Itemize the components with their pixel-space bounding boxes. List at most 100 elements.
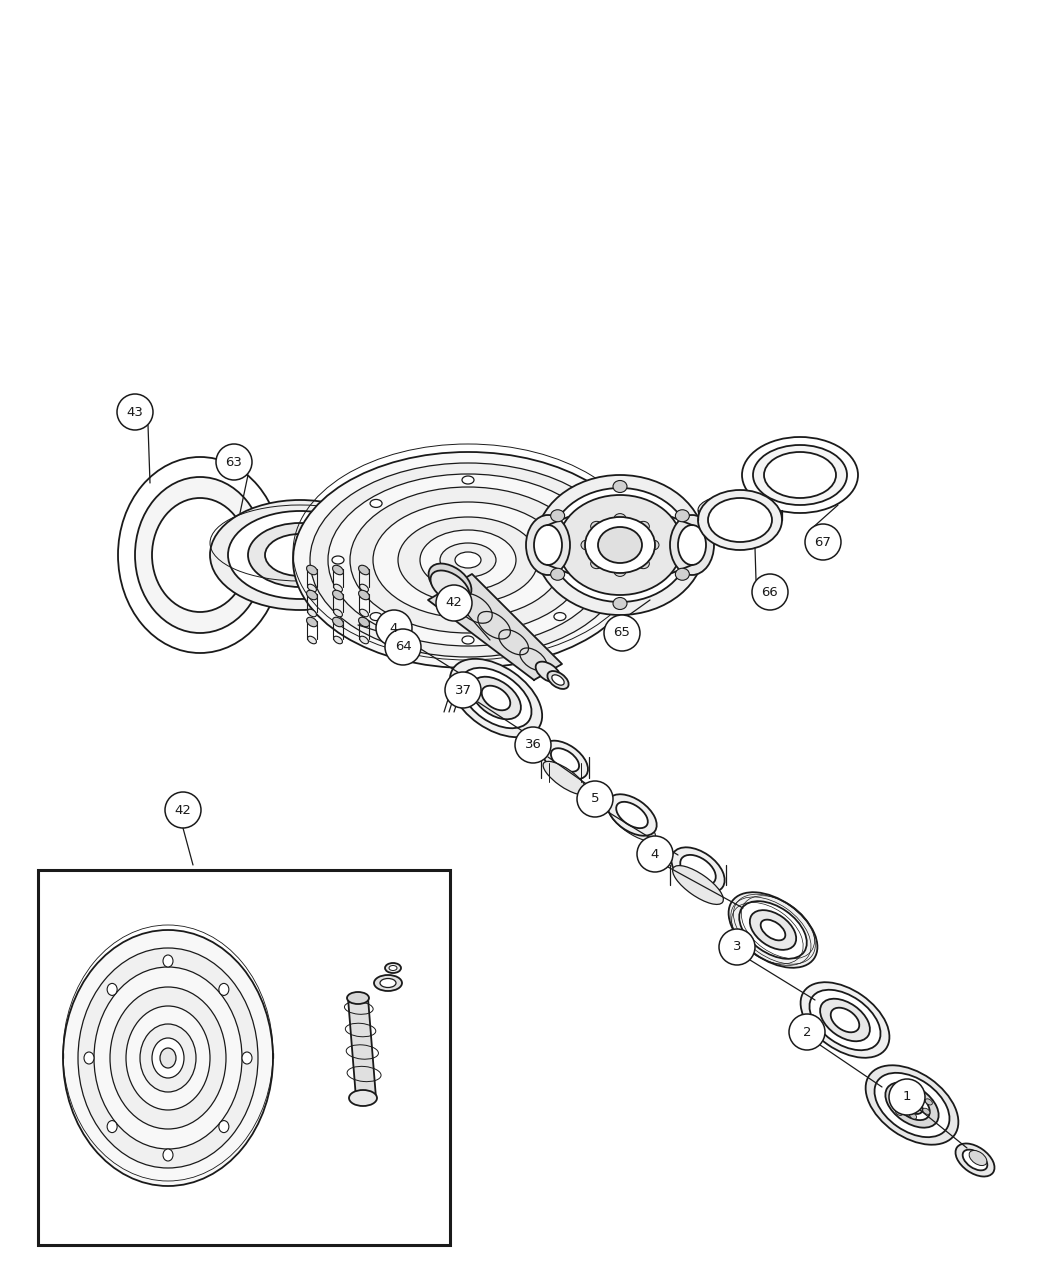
Ellipse shape xyxy=(900,1093,907,1099)
Ellipse shape xyxy=(359,590,370,599)
Ellipse shape xyxy=(388,965,397,970)
Ellipse shape xyxy=(307,617,317,627)
Ellipse shape xyxy=(359,636,369,644)
Ellipse shape xyxy=(750,910,796,950)
Circle shape xyxy=(578,782,613,817)
Polygon shape xyxy=(672,516,692,572)
Ellipse shape xyxy=(94,966,242,1149)
Ellipse shape xyxy=(921,1109,939,1125)
Ellipse shape xyxy=(359,566,369,574)
Ellipse shape xyxy=(334,592,342,599)
Polygon shape xyxy=(348,998,376,1098)
Ellipse shape xyxy=(698,490,782,550)
Circle shape xyxy=(637,836,673,872)
Text: 42: 42 xyxy=(174,803,191,816)
Ellipse shape xyxy=(637,521,649,532)
Text: 43: 43 xyxy=(127,405,144,418)
Text: 63: 63 xyxy=(226,455,243,468)
Ellipse shape xyxy=(760,919,785,941)
Ellipse shape xyxy=(891,1100,899,1107)
Ellipse shape xyxy=(449,659,542,737)
Ellipse shape xyxy=(739,901,806,959)
Ellipse shape xyxy=(914,1103,946,1131)
Ellipse shape xyxy=(152,499,248,612)
Ellipse shape xyxy=(110,987,226,1128)
Ellipse shape xyxy=(420,530,516,590)
Circle shape xyxy=(604,615,640,652)
Circle shape xyxy=(216,444,252,479)
Ellipse shape xyxy=(308,618,316,626)
Ellipse shape xyxy=(820,998,869,1042)
Ellipse shape xyxy=(925,1099,932,1105)
Ellipse shape xyxy=(346,992,369,1003)
Ellipse shape xyxy=(385,963,401,973)
Circle shape xyxy=(385,629,421,666)
Text: 3: 3 xyxy=(733,941,741,954)
Ellipse shape xyxy=(963,1150,987,1170)
Circle shape xyxy=(789,1014,825,1051)
Ellipse shape xyxy=(310,463,626,657)
Ellipse shape xyxy=(332,556,344,564)
Ellipse shape xyxy=(374,975,402,991)
Circle shape xyxy=(805,524,841,560)
Ellipse shape xyxy=(552,674,564,685)
Ellipse shape xyxy=(160,1048,176,1068)
Ellipse shape xyxy=(135,477,265,632)
Ellipse shape xyxy=(359,592,369,599)
Ellipse shape xyxy=(915,1091,922,1098)
Text: 4: 4 xyxy=(651,848,659,861)
Ellipse shape xyxy=(308,592,316,599)
Bar xyxy=(38,870,450,1244)
Ellipse shape xyxy=(242,1052,252,1065)
Ellipse shape xyxy=(753,445,847,505)
Ellipse shape xyxy=(923,1108,930,1114)
Ellipse shape xyxy=(308,609,316,617)
Ellipse shape xyxy=(334,566,342,574)
Text: 4: 4 xyxy=(390,621,398,635)
Ellipse shape xyxy=(462,476,474,484)
Ellipse shape xyxy=(581,541,593,550)
Ellipse shape xyxy=(637,558,649,569)
Ellipse shape xyxy=(607,794,656,835)
Ellipse shape xyxy=(956,1144,994,1177)
Ellipse shape xyxy=(359,565,370,575)
Text: 1: 1 xyxy=(903,1090,911,1103)
Ellipse shape xyxy=(614,566,626,576)
Ellipse shape xyxy=(698,493,782,527)
Ellipse shape xyxy=(218,1121,229,1132)
Ellipse shape xyxy=(228,511,372,599)
Ellipse shape xyxy=(308,566,316,574)
Ellipse shape xyxy=(78,949,258,1168)
Ellipse shape xyxy=(455,552,481,567)
Ellipse shape xyxy=(678,525,706,565)
Circle shape xyxy=(376,609,412,646)
Circle shape xyxy=(117,394,153,430)
Ellipse shape xyxy=(670,515,714,575)
Ellipse shape xyxy=(543,761,587,794)
Ellipse shape xyxy=(680,856,716,885)
Ellipse shape xyxy=(359,617,370,627)
Ellipse shape xyxy=(598,527,642,564)
Ellipse shape xyxy=(218,983,229,996)
Ellipse shape xyxy=(359,584,369,592)
Ellipse shape xyxy=(810,989,881,1051)
Ellipse shape xyxy=(895,1090,929,1121)
Ellipse shape xyxy=(614,514,626,524)
Ellipse shape xyxy=(428,564,471,601)
Ellipse shape xyxy=(462,636,474,644)
Text: 64: 64 xyxy=(395,640,412,654)
Circle shape xyxy=(445,672,481,708)
Circle shape xyxy=(889,1079,925,1116)
Ellipse shape xyxy=(742,437,858,513)
Ellipse shape xyxy=(440,543,496,578)
Ellipse shape xyxy=(307,565,317,575)
Ellipse shape xyxy=(349,1090,377,1105)
Ellipse shape xyxy=(398,516,538,603)
Ellipse shape xyxy=(865,1066,959,1145)
Ellipse shape xyxy=(764,453,836,499)
Ellipse shape xyxy=(293,453,643,668)
Ellipse shape xyxy=(591,521,603,532)
Ellipse shape xyxy=(550,510,565,521)
Ellipse shape xyxy=(729,892,818,968)
Ellipse shape xyxy=(328,474,608,646)
